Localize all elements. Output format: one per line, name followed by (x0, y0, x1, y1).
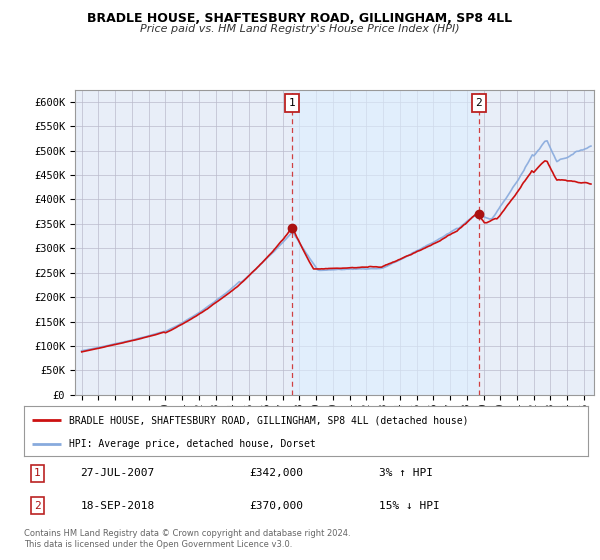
Bar (292, 90, 479, 395)
Text: Contains HM Land Registry data © Crown copyright and database right 2024.: Contains HM Land Registry data © Crown c… (24, 529, 350, 538)
Text: £370,000: £370,000 (250, 501, 304, 511)
Text: 3% ↑ HPI: 3% ↑ HPI (379, 468, 433, 478)
Text: 27-JUL-2007: 27-JUL-2007 (80, 468, 155, 478)
Text: 15% ↓ HPI: 15% ↓ HPI (379, 501, 440, 511)
Text: This data is licensed under the Open Government Licence v3.0.: This data is licensed under the Open Gov… (24, 540, 292, 549)
Text: HPI: Average price, detached house, Dorset: HPI: Average price, detached house, Dors… (69, 439, 316, 449)
Text: BRADLE HOUSE, SHAFTESBURY ROAD, GILLINGHAM, SP8 4LL (detached house): BRADLE HOUSE, SHAFTESBURY ROAD, GILLINGH… (69, 415, 469, 425)
Text: 18-SEP-2018: 18-SEP-2018 (80, 501, 155, 511)
Text: BRADLE HOUSE, SHAFTESBURY ROAD, GILLINGHAM, SP8 4LL: BRADLE HOUSE, SHAFTESBURY ROAD, GILLINGH… (88, 12, 512, 25)
Text: 2: 2 (34, 501, 41, 511)
Text: 2: 2 (475, 99, 482, 108)
Text: 1: 1 (289, 99, 296, 108)
Text: £342,000: £342,000 (250, 468, 304, 478)
Text: Price paid vs. HM Land Registry's House Price Index (HPI): Price paid vs. HM Land Registry's House … (140, 24, 460, 34)
Text: 1: 1 (34, 468, 41, 478)
